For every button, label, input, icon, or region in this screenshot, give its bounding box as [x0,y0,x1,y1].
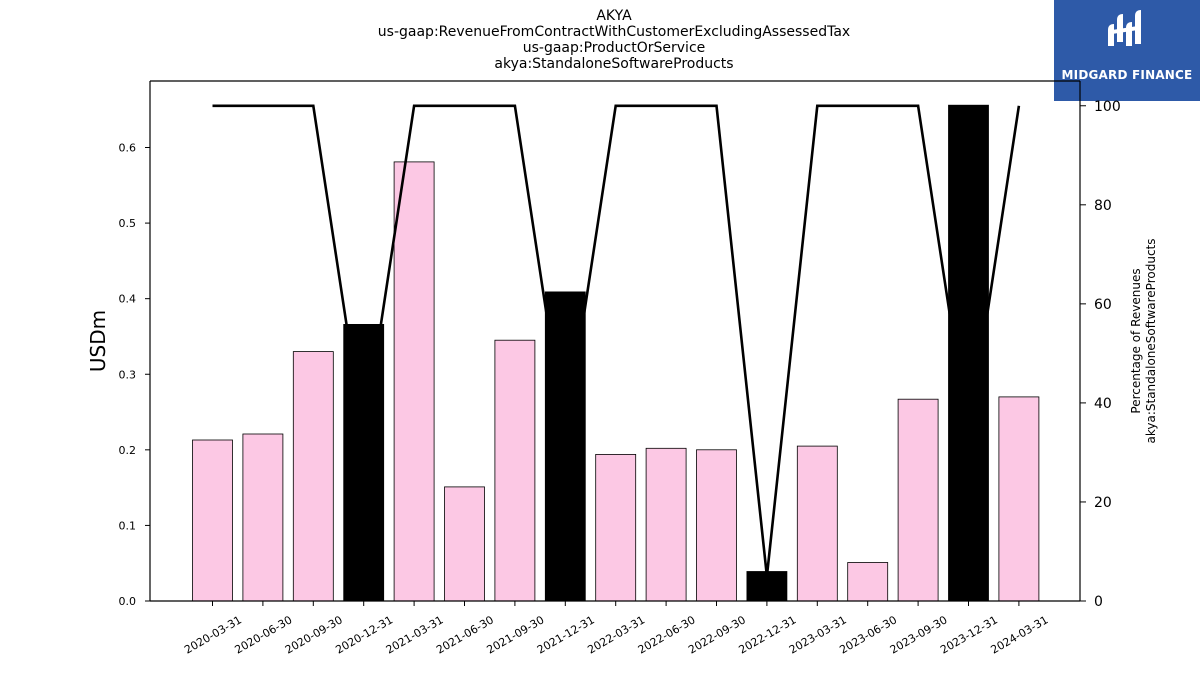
y2-tick-label: 60 [1094,297,1112,313]
y-tick-label: 0.6 [119,142,137,155]
y2-tick-label: 80 [1094,198,1112,214]
bar-2020-06-30 [242,433,284,602]
bar-2024-03-31 [998,396,1040,602]
midgard-finance-logo: MIDGARD FINANCE [1054,0,1200,101]
chart-title-line-4: akya:StandaloneSoftwareProducts [494,56,734,72]
bar-2022-03-31 [595,453,637,602]
left-ticks-group: 0.0 0.1 0.2 0.3 0.4 0.5 0.6 [119,142,150,608]
axes-group [149,80,1081,602]
x-tick-label: 2024-03-31 [989,613,1051,656]
y2-tick-label: 40 [1094,396,1112,412]
bar-2022-06-30 [645,447,687,602]
chart-title-line-3: us-gaap:ProductOrService [522,40,706,56]
bar-2020-09-30 [292,351,334,602]
logo-mark-icon [1108,10,1141,46]
bar-2020-03-31 [192,439,233,602]
y-tick-label: 0.2 [119,444,137,457]
bar-2023-03-31 [796,445,838,602]
y2-tick-label: 20 [1094,495,1112,511]
bar-2021-03-31 [393,161,435,602]
logo-text: MIDGARD FINANCE [1061,68,1193,82]
bar-2023-06-30 [847,562,889,602]
chart-title-line-2: us-gaap:RevenueFromContractWithCustomerE… [377,24,851,40]
y-tick-label: 0.5 [119,217,137,230]
percentage-line [212,104,1021,577]
y2-axis-label-line-2: akya:StandaloneSoftwareProducts [1144,238,1158,443]
bars-group [192,104,1040,602]
bar-2023-09-30 [897,398,939,602]
bar-2022-12-31 [746,571,788,602]
bar-2020-12-31 [343,323,385,602]
bar-2021-06-30 [444,486,485,602]
chart-title-line-1: AKYA [596,8,632,24]
x-ticks-group: 2020-03-312020-06-302020-09-302020-12-31… [182,601,1050,657]
y2-tick-label: 0 [1094,594,1103,610]
y-tick-label: 0.4 [119,293,137,306]
line-group [212,104,1021,577]
y-tick-label: 0.3 [119,368,137,381]
y2-axis-label-line-1: Percentage of Revenues [1129,268,1143,413]
bar-2021-09-30 [494,339,536,602]
right-ticks-group: 0 20 40 60 80 100 [1080,99,1121,610]
y-tick-label: 0.0 [119,595,137,608]
y-tick-label: 0.1 [119,519,137,532]
bar-2022-09-30 [696,449,737,602]
y2-tick-label: 100 [1094,99,1121,115]
y-axis-label: USDm [86,310,110,372]
